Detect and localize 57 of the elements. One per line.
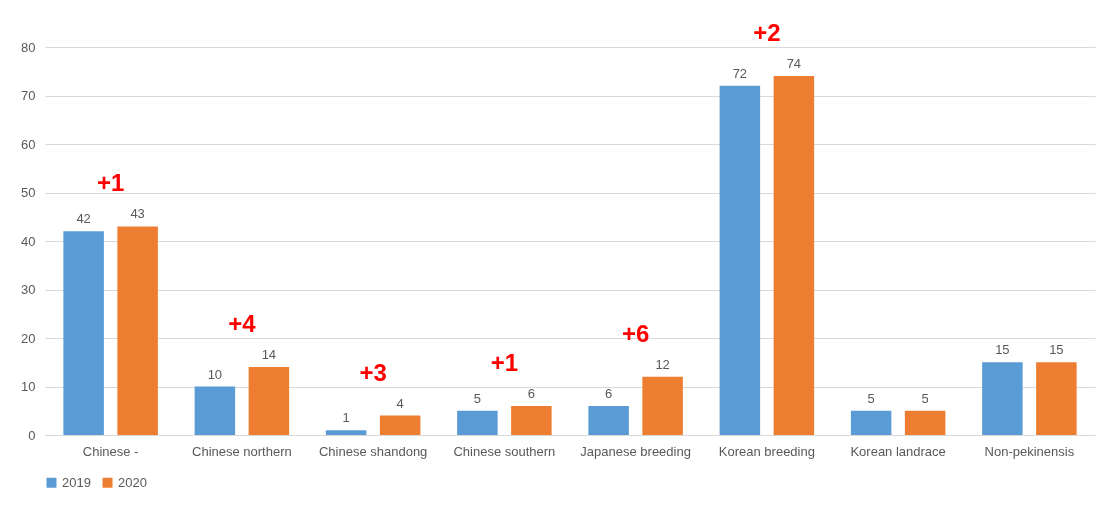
bar xyxy=(325,430,367,435)
data-label: 1 xyxy=(342,410,350,426)
bar xyxy=(379,415,421,435)
bar xyxy=(588,405,629,435)
data-label: 10 xyxy=(207,366,223,382)
bar xyxy=(1036,362,1077,435)
bar xyxy=(457,410,498,435)
x-tick-label: Chinese shandong xyxy=(318,443,428,459)
y-tick-label: 60 xyxy=(21,136,36,152)
y-tick-label: 80 xyxy=(21,39,36,55)
x-tick-label: Non-pekinensis xyxy=(984,443,1075,459)
data-label: 4 xyxy=(396,395,404,411)
bar xyxy=(117,226,158,435)
annotation: +1 xyxy=(490,348,519,376)
x-tick-label: Chinese - xyxy=(82,443,139,459)
annotation: +1 xyxy=(96,169,125,197)
annotation: +3 xyxy=(359,358,387,386)
bar xyxy=(63,231,104,435)
data-label: 5 xyxy=(921,390,929,406)
text: +2 xyxy=(753,19,781,47)
y-tick-label: 30 xyxy=(21,282,36,297)
bar xyxy=(982,362,1023,435)
data-label: 5 xyxy=(867,390,875,406)
legend-label: 2019 xyxy=(62,474,91,490)
y-tick-label: 40 xyxy=(21,233,36,249)
x-tick-label: Korean landrace xyxy=(850,443,946,459)
data-label: 15 xyxy=(995,342,1010,358)
bar xyxy=(248,367,290,435)
x-tick-label: Korean breeding xyxy=(718,443,815,459)
x-tick-label: Chinese northern xyxy=(192,443,292,459)
bar xyxy=(904,410,946,435)
bar xyxy=(642,376,683,435)
legend-label: 2020 xyxy=(118,474,147,490)
y-tick-label: 70 xyxy=(21,88,36,103)
y-tick-label: 10 xyxy=(21,379,36,394)
data-label: 42 xyxy=(76,211,91,227)
data-label: 74 xyxy=(786,56,802,72)
data-label: 5 xyxy=(473,390,481,406)
y-tick-label: 0 xyxy=(28,427,36,443)
data-label: 6 xyxy=(605,385,613,401)
annotation: +6 xyxy=(621,319,650,347)
data-label: 72 xyxy=(732,65,748,81)
data-label: 14 xyxy=(261,347,277,363)
x-tick-label: Chinese southern xyxy=(453,443,556,459)
bar xyxy=(773,76,815,435)
bar xyxy=(719,85,761,435)
x-tick-label: Japanese breeding xyxy=(580,443,691,459)
y-tick-label: 20 xyxy=(21,330,36,346)
bar xyxy=(850,410,892,435)
bar xyxy=(511,405,552,435)
data-label: 15 xyxy=(1049,342,1064,358)
annotation: +4 xyxy=(228,310,257,338)
data-label: 12 xyxy=(655,356,670,372)
data-label: 43 xyxy=(130,206,145,222)
data-label: 6 xyxy=(527,385,535,401)
bar xyxy=(194,386,236,435)
y-tick-label: 50 xyxy=(21,185,36,200)
